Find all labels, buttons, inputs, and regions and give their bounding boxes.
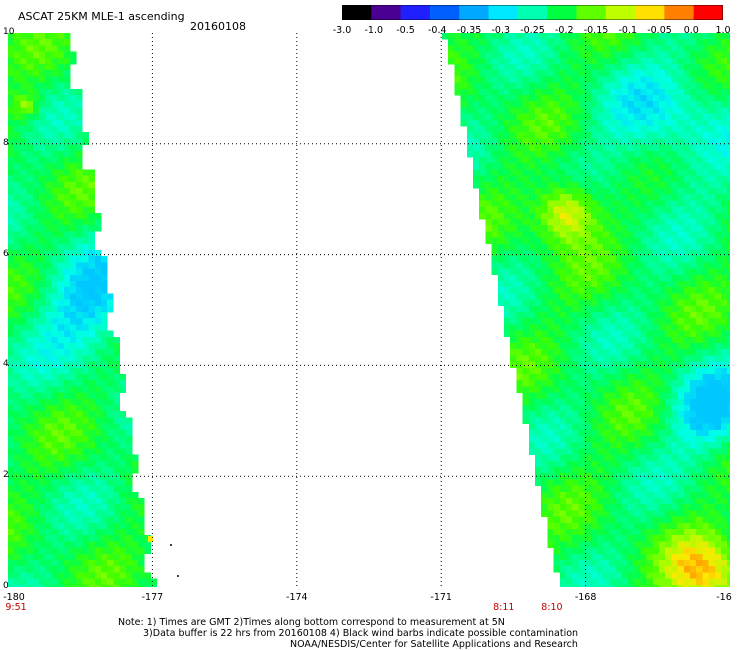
lon-tick-label: -171 [430, 592, 452, 603]
lon-tick-label: -16 [716, 592, 732, 603]
colorbar-label: -0.4 [427, 25, 447, 36]
pass-time-label: 8:10 [541, 602, 563, 613]
note-line-2: 3)Data buffer is 22 hrs from 20160108 4)… [143, 628, 579, 639]
lon-tick-label: -168 [574, 592, 597, 603]
colorbar-label: -0.25 [520, 25, 545, 36]
colorbar-segment [488, 5, 519, 20]
colorbar-segment [664, 5, 695, 20]
lat-tick-label: 0 [3, 581, 9, 591]
colorbar-segment [429, 5, 460, 20]
colorbar-label: -0.35 [456, 25, 482, 36]
pass-time-label: 8:11 [493, 602, 515, 613]
colorbar-segment [635, 5, 665, 20]
note-line-3: NOAA/NESDIS/Center for Satellite Applica… [290, 639, 578, 650]
lat-tick-label: 8 [3, 137, 9, 148]
colorbar-label: -0.05 [647, 25, 672, 36]
lon-tick-label: -180 [3, 592, 25, 603]
colorbar-segment [693, 5, 723, 20]
colorbar-label: -0.15 [583, 25, 609, 36]
colorbar [342, 5, 723, 20]
colorbar-segment [342, 5, 372, 20]
colorbar-label: -0.2 [554, 25, 574, 36]
colorbar-label: -0.5 [396, 25, 415, 36]
colorbar-label: -1.0 [364, 25, 384, 36]
colorbar-segment [576, 5, 607, 20]
lon-tick-label: -177 [141, 592, 164, 603]
lat-tick-label: 2 [3, 470, 9, 481]
colorbar-label: -0.1 [618, 25, 638, 36]
map-date: 20160108 [190, 20, 246, 33]
colorbar-label: -3.0 [332, 25, 352, 36]
lat-tick-label: 10 [3, 27, 15, 37]
colorbar-segment [400, 5, 431, 20]
colorbar-label: -0.3 [491, 25, 511, 36]
colorbar-segment [371, 5, 402, 20]
colorbar-segment [605, 5, 636, 20]
lon-tick-label: -174 [286, 592, 308, 603]
swath-map [8, 33, 730, 587]
colorbar-segment [547, 5, 577, 20]
note-line-1: Note: 1) Times are GMT 2)Times along bot… [118, 617, 505, 628]
pass-time-label: 9:51 [5, 602, 27, 613]
colorbar-label: 1.0 [715, 25, 731, 36]
map-title: ASCAT 25KM MLE-1 ascending [18, 10, 185, 23]
colorbar-segment [459, 5, 490, 20]
colorbar-segment [517, 5, 548, 20]
lat-tick-label: 4 [3, 359, 9, 370]
lat-tick-label: 6 [3, 248, 9, 259]
colorbar-label: 0.0 [683, 25, 699, 36]
